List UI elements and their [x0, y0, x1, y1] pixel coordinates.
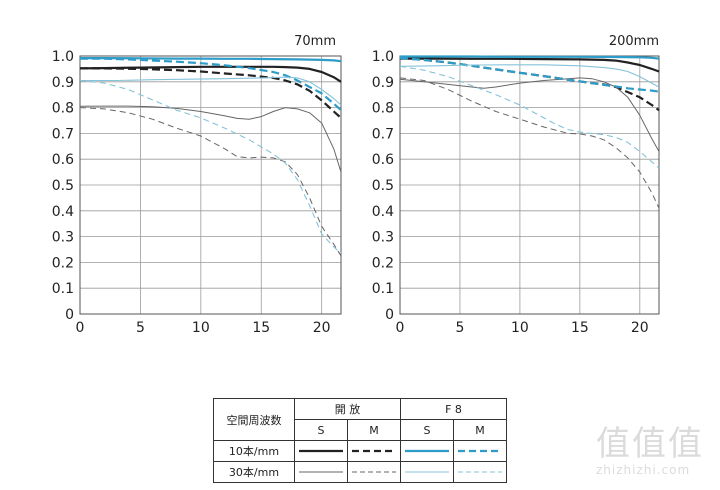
series-line-f8-30-s [399, 64, 660, 88]
chart-title: 70mm [294, 34, 336, 49]
legend-col-f8-s: S [400, 419, 454, 441]
legend-header-frequency: 空間周波数 [213, 398, 295, 441]
y-tick-label: 0.7 [372, 126, 394, 142]
watermark-url: zhizhizhi.com [596, 463, 691, 477]
legend-swatch-open-30-m [347, 461, 401, 483]
y-tick-label: 1.0 [372, 49, 394, 65]
series-line-open-30-m [79, 107, 342, 257]
series-line-open-10-s [79, 65, 342, 83]
legend-swatch-f8-30-s [400, 461, 454, 483]
series-line-f8-30-m [399, 65, 660, 169]
y-tick-label: 0.9 [372, 75, 394, 91]
x-tick-label: 5 [455, 320, 464, 336]
y-tick-label: 0.4 [52, 204, 74, 220]
y-tick-label: 0.2 [372, 255, 394, 271]
chart-200mm: 0 0.1 0.2 0.3 0.4 0.5 0.6 0.7 0.8 0.9 1.0 0 5 10 15 20 2… [372, 34, 660, 336]
y-tick-label: 0.8 [372, 101, 394, 117]
x-tick-label: 15 [571, 320, 589, 336]
x-tick-label: 20 [313, 320, 331, 336]
legend-swatch-f8-10-s [400, 440, 454, 462]
series-line-f8-10-m [399, 57, 660, 93]
x-tick-label: 5 [136, 320, 145, 336]
chart-title: 200mm [609, 34, 659, 49]
y-tick-label: 0.5 [372, 178, 394, 194]
series-line-open-30-s [79, 105, 342, 173]
y-tick-label: 0.7 [52, 126, 74, 142]
legend-table: 空間周波数 開 放 F 8 S M S M 10本/mm 30本/mm [213, 398, 507, 483]
series-line-f8-10-m [80, 57, 342, 112]
series-line-f8-10-s [80, 56, 342, 63]
plot-frame [79, 55, 342, 315]
y-tick-label: 1.0 [52, 49, 74, 65]
watermark-logo: 值值值 zhizhizhi.com [596, 425, 714, 485]
x-tick-label: 15 [252, 320, 270, 336]
legend-swatch-open-10-s [294, 440, 348, 462]
legend-group-open: 開 放 [294, 398, 401, 420]
y-tick-label: 0.1 [372, 281, 394, 297]
series-line-open-10-s [400, 57, 660, 73]
x-tick-label: 20 [631, 320, 649, 336]
y-tick-label: 0 [65, 307, 74, 323]
legend-swatch-open-30-s [294, 461, 348, 483]
series-line-open-30-m [399, 77, 660, 209]
y-tick-label: 0.6 [52, 152, 74, 168]
series-line-f8-10-s [400, 55, 660, 60]
legend-col-open-s: S [294, 419, 348, 441]
y-tick-label: 0.2 [52, 255, 74, 271]
legend-swatch-open-10-m [347, 440, 401, 462]
y-tick-label: 0.3 [52, 230, 74, 246]
legend-col-f8-m: M [453, 419, 507, 441]
y-tick-label: 0.3 [372, 230, 394, 246]
chart-70mm: 0 0.1 0.2 0.3 0.4 0.5 0.6 0.7 0.8 0.9 1.0 0 5 10 15 20 7… [52, 34, 342, 336]
y-tick-label: 0.5 [52, 178, 74, 194]
y-tick-label: 0.8 [52, 101, 74, 117]
series-line-f8-30-m [79, 79, 342, 254]
y-tick-label: 0.1 [52, 281, 74, 297]
x-tick-label: 10 [192, 320, 210, 336]
mtf-charts: 0 0.1 0.2 0.3 0.4 0.5 0.6 0.7 0.8 0.9 1.0 0 5 10 15 20 7… [52, 34, 660, 336]
series-line-open-10-m [80, 67, 342, 119]
y-tick-label: 0.6 [372, 152, 394, 168]
legend-row-30: 30本/mm [213, 461, 295, 483]
watermark-glyphs: 值值值 [596, 424, 704, 464]
legend-swatch-f8-10-m [453, 440, 507, 462]
x-tick-label: 10 [511, 320, 529, 336]
legend-group-f8: F 8 [400, 398, 507, 420]
y-tick-label: 0 [385, 307, 394, 323]
series-line-f8-30-s [80, 76, 342, 106]
legend-swatch-f8-30-m [453, 461, 507, 483]
x-tick-label: 0 [76, 320, 85, 336]
legend-col-open-m: M [347, 419, 401, 441]
y-tick-label: 0.9 [52, 75, 74, 91]
legend-row-10: 10本/mm [213, 440, 295, 462]
y-tick-label: 0.4 [372, 204, 394, 220]
x-tick-label: 0 [396, 320, 405, 336]
